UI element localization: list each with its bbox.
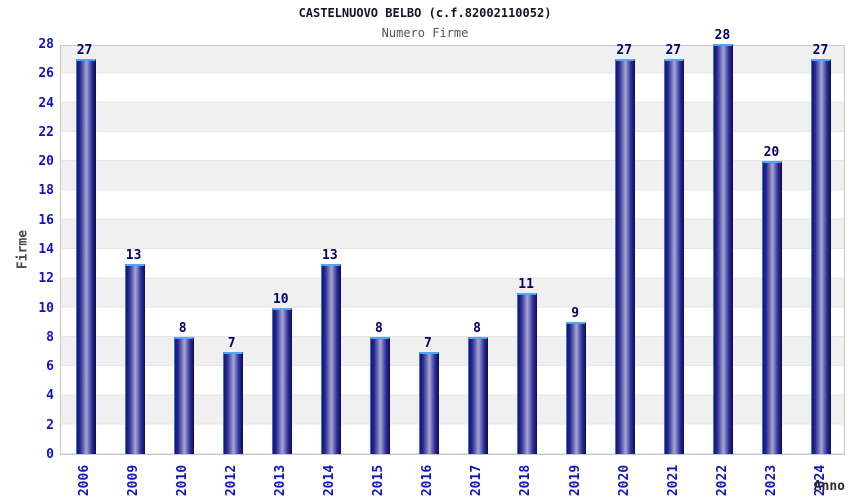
bar-value-label: 13 [125,247,142,263]
bar-value-label: 27 [616,42,633,58]
y-tick-label: 26 [38,66,54,82]
bar-2019 [566,322,587,454]
bar-value-label: 13 [322,247,338,263]
x-tick-label: 2015 [371,464,387,496]
bar-2014 [320,263,341,454]
bar-value-label: 10 [272,291,289,307]
bar-value-label: 11 [518,276,534,292]
x-tick-label: 2010 [175,464,191,496]
bar-value-label: 7 [424,335,432,351]
chart-subtitle: Numero Firme [381,26,469,40]
bar-value-label: 9 [571,306,580,322]
bar-2020 [615,58,636,454]
bar-2021 [664,58,685,454]
y-tick-label: 22 [38,124,54,140]
y-tick-label: 14 [38,242,54,257]
x-tick-label: 2014 [322,464,338,496]
bar-2012 [222,351,243,454]
bar-value-label: 8 [473,320,481,336]
y-tick-label: 4 [46,388,54,404]
x-tick-label: 2021 [665,464,681,496]
x-tick-label: 2020 [616,464,632,496]
x-tick-label: 2017 [469,464,485,496]
x-tick-label: 2012 [224,464,240,496]
x-tick-label: 2006 [77,464,93,496]
x-tick-label: 2022 [714,464,730,496]
y-tick-label: 18 [38,183,54,199]
y-tick-label: 8 [46,329,54,345]
bar-2006 [75,58,96,454]
y-tick-label: 6 [46,359,54,375]
bar-value-label: 20 [763,145,780,161]
y-tick-label: 0 [46,447,54,462]
x-tick-label: 2019 [567,464,583,496]
chart-title: CASTELNUOVO BELBO (c.f.82002110052) [298,6,552,20]
bar-2023 [762,161,783,454]
y-tick-label: 16 [38,212,54,228]
x-tick-label: 2016 [420,464,436,496]
y-tick-label: 20 [38,154,54,170]
bar-value-label: 27 [812,42,829,58]
x-tick-label: 2018 [518,464,534,496]
bar-2017 [468,336,489,454]
y-tick-label: 24 [38,95,54,111]
x-tick-label: 2013 [273,464,289,496]
bar-2016 [418,351,439,454]
y-tick-label: 10 [38,300,54,316]
plot-area [60,44,845,455]
bar-2010 [173,336,194,454]
bar-2015 [369,336,390,454]
x-tick-label: 2023 [763,464,779,496]
y-tick-label: 28 [38,37,54,52]
bar-value-label: 27 [665,42,682,58]
x-axis-title: Anno [813,479,845,494]
y-tick-label: 12 [38,271,54,287]
bar-2009 [124,263,145,454]
x-tick-label: 2009 [126,464,142,496]
bar-value-label: 28 [714,28,731,43]
bar-2018 [517,292,538,454]
y-tick-label: 2 [46,417,54,433]
bar-value-label: 7 [227,335,236,351]
bar-2022 [713,44,734,454]
bar-2013 [271,307,292,454]
bar-value-label: 27 [76,42,93,58]
bar-value-label: 8 [374,320,383,336]
bar-value-label: 8 [178,320,187,336]
bar-2024 [811,58,832,454]
